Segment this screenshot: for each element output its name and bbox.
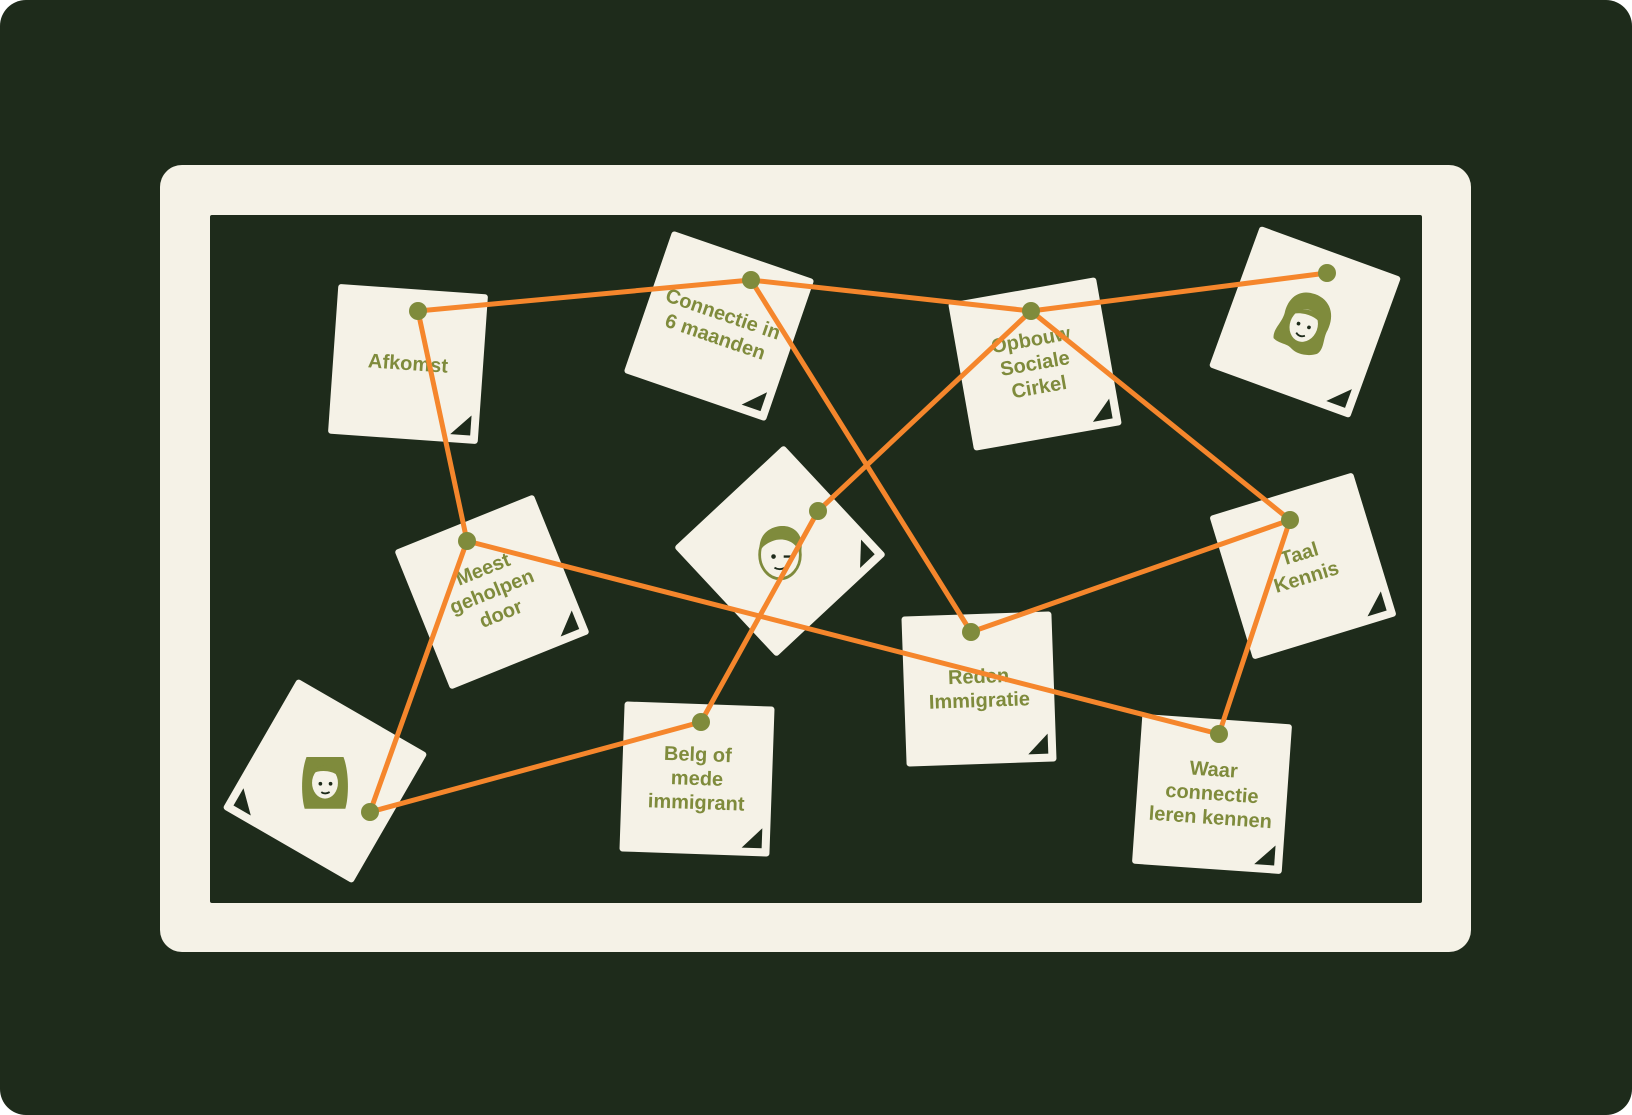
note-afkomst[interactable]: Afkomst [327, 283, 489, 445]
note-avatar-girl[interactable] [222, 678, 428, 884]
page-fold-icon [741, 385, 768, 412]
page-fold-icon [1089, 398, 1113, 422]
note-belg-label: Belg of mede immigrant [647, 742, 745, 816]
winking-man-avatar-icon [758, 526, 802, 581]
note-afkomst-label: Afkomst [367, 350, 449, 378]
page-fold-icon [1361, 591, 1387, 617]
page-fold-icon [1027, 733, 1049, 755]
page-fold-icon [1254, 844, 1276, 866]
woman-avatar-icon [1273, 292, 1332, 356]
page-fold-icon [741, 827, 763, 849]
page-fold-icon [450, 414, 472, 436]
note-connectie-label: Connectie in 6 maanden [662, 284, 784, 365]
note-waar-label: Waar connectie leren kennen [1148, 757, 1273, 834]
note-opbouw-label: Opbouw Sociale Cirkel [989, 322, 1073, 404]
girl-avatar-icon [302, 756, 348, 809]
page-fold-icon [233, 788, 261, 816]
note-belg[interactable]: Belg of mede immigrant [619, 701, 775, 857]
page-fold-icon [1326, 382, 1352, 408]
note-reden[interactable]: Reden Immigratie [901, 611, 1057, 767]
note-reden-label: Reden Immigratie [928, 664, 1031, 714]
note-meest-label: Meest geholpen door [446, 548, 538, 633]
note-waar[interactable]: Waar connectie leren kennen [1131, 713, 1293, 875]
page-fold-icon [553, 610, 580, 637]
page-fold-icon [846, 539, 875, 568]
note-taal-label: Taal Kennis [1271, 538, 1342, 598]
note-opbouw[interactable]: Opbouw Sociale Cirkel [948, 277, 1122, 451]
